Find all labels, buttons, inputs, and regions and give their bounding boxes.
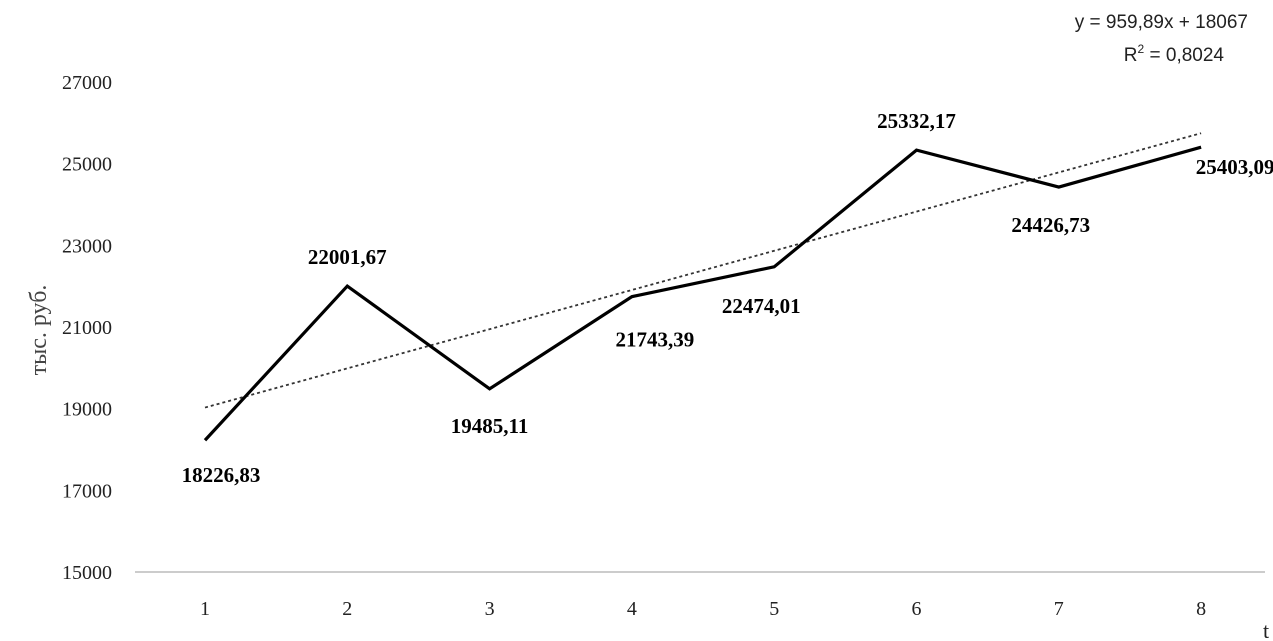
- y-tick-label: 21000: [62, 317, 112, 339]
- r-squared-exponent: 2: [1138, 42, 1145, 56]
- data-label: 19485,11: [451, 414, 529, 438]
- x-tick-label: 6: [912, 598, 922, 620]
- data-label: 25403,09: [1196, 155, 1273, 179]
- data-label: 22474,01: [722, 294, 801, 318]
- r-squared-symbol: R: [1124, 45, 1138, 66]
- x-axis-label: t: [1263, 618, 1269, 641]
- x-tick-label: 7: [1054, 598, 1064, 620]
- x-tick-labels: 1 2 3 4 5 6 7 8: [200, 598, 1206, 620]
- data-label: 25332,17: [877, 109, 956, 133]
- x-tick-label: 4: [627, 598, 637, 620]
- y-tick-label: 25000: [62, 154, 112, 176]
- data-label: 21743,39: [616, 328, 695, 352]
- x-tick-label: 3: [485, 598, 495, 620]
- data-labels: 18226,83 22001,67 19485,11 21743,39 22474,01…: [182, 109, 1273, 487]
- x-tick-label: 5: [769, 598, 779, 620]
- x-tick-label: 2: [342, 598, 352, 620]
- y-tick-label: 15000: [62, 562, 112, 584]
- y-tick-label: 17000: [62, 480, 112, 502]
- r-squared-value: = 0,8024: [1144, 45, 1224, 66]
- series-line: [203, 145, 1202, 442]
- data-label: 24426,73: [1011, 213, 1090, 237]
- x-tick-label: 8: [1196, 598, 1206, 620]
- x-tick-label: 1: [200, 598, 210, 620]
- y-tick-label: 27000: [62, 72, 112, 94]
- y-axis-label: тыс. руб.: [26, 285, 52, 376]
- y-tick-label: 19000: [62, 399, 112, 421]
- y-tick-label: 23000: [62, 235, 112, 257]
- trendline: [204, 132, 1202, 409]
- trendline-equation: y = 959,89x + 18067: [1075, 12, 1248, 33]
- data-label: 22001,67: [308, 245, 387, 269]
- y-tick-labels: 15000 17000 19000 21000 23000 25000 27000: [62, 72, 112, 584]
- r-squared: R2 = 0,8024: [1124, 42, 1225, 66]
- data-label: 18226,83: [182, 463, 261, 487]
